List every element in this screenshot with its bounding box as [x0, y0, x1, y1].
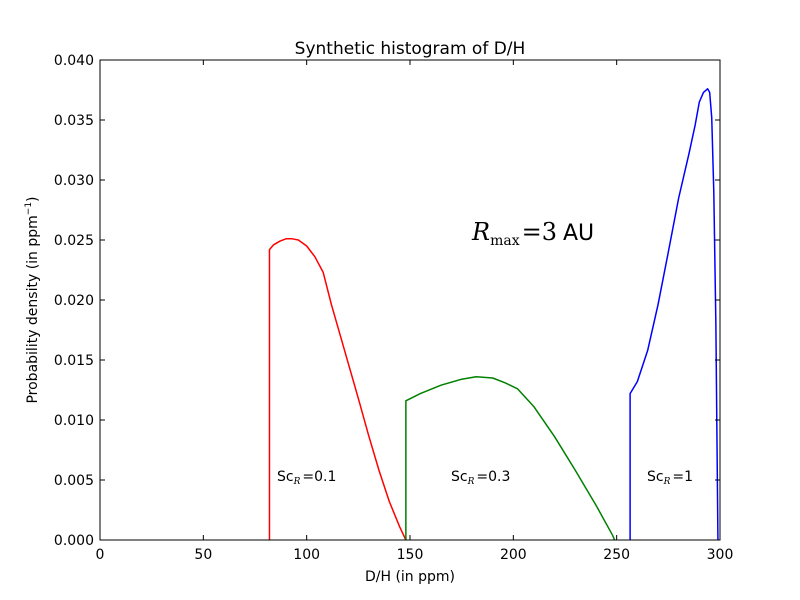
series-label-0: ScR =0.1: [277, 469, 336, 487]
y-axis-label-tail: ): [25, 196, 41, 201]
x-tick-label: 50: [194, 547, 212, 563]
series-label-1-value: =0.3: [476, 469, 510, 485]
x-tick-label: 0: [96, 547, 105, 563]
y-tick-label: 0.000: [54, 533, 94, 549]
y-tick-label: 0.035: [54, 113, 94, 129]
series-label-1-prefix: Sc: [451, 469, 468, 485]
y-tick-label: 0.005: [54, 473, 94, 489]
rmax-unit: AU: [563, 221, 594, 246]
rmax-equals: =3: [522, 218, 557, 246]
x-axis-label: D/H (in ppm): [365, 569, 455, 585]
x-tick-label: 300: [707, 547, 734, 563]
y-axis-label-superscript: −1: [24, 202, 34, 215]
series-layer: [268, 88, 719, 541]
chart-title: Synthetic histogram of D/H: [295, 39, 526, 59]
y-axis-label: Probability density (in ppm−1): [24, 196, 41, 403]
rmax-subscript: max: [490, 233, 520, 249]
y-tick-label: 0.025: [54, 233, 94, 249]
series-label-2-sub: R: [663, 477, 671, 487]
series-label-1: ScR =0.3: [451, 469, 510, 487]
x-tick-label: 250: [603, 547, 630, 563]
ticks-layer: 0 50 100 150 200 250 300 0.000 0.005 0.010 0.015 0.…: [54, 53, 733, 563]
series-label-2-prefix: Sc: [647, 469, 664, 485]
series-line-0: [268, 238, 407, 541]
y-axis-label-text: Probability density (in ppm: [25, 215, 41, 403]
rmax-symbol: R: [471, 218, 490, 246]
series-line-2: [629, 88, 719, 541]
series-line-1: [405, 376, 616, 541]
series-label-2-value: =1: [672, 469, 693, 485]
y-tick-label: 0.015: [54, 353, 94, 369]
x-tick-label: 100: [293, 547, 320, 563]
y-tick-label: 0.010: [54, 413, 94, 429]
series-label-1-sub: R: [467, 477, 475, 487]
series-label-2: ScR =1: [647, 469, 693, 487]
rmax-annotation: Rmax=3 AU: [471, 218, 594, 249]
x-tick-label: 200: [500, 547, 527, 563]
series-label-0-sub: R: [293, 477, 301, 487]
x-tick-label: 150: [397, 547, 424, 563]
plot-frame: [99, 59, 721, 541]
y-tick-label: 0.030: [54, 173, 94, 189]
y-tick-label: 0.020: [54, 293, 94, 309]
series-label-0-value: =0.1: [302, 469, 336, 485]
y-tick-label: 0.040: [54, 53, 94, 69]
series-label-0-prefix: Sc: [277, 469, 294, 485]
